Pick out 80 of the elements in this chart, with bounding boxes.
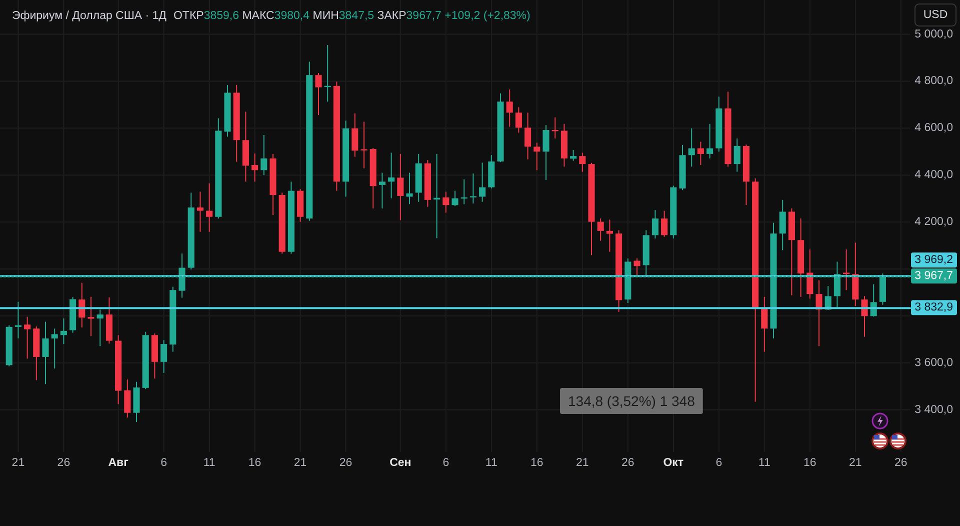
y-tick-label: 5 000,0 xyxy=(914,28,953,40)
candlestick xyxy=(124,378,131,418)
candlestick xyxy=(196,191,204,232)
candlestick xyxy=(51,328,58,369)
y-tick-label: 4 600,0 xyxy=(914,122,953,134)
ref-line-label: 3 967,7 xyxy=(914,270,953,282)
candlestick xyxy=(816,280,822,347)
x-tick-label: 21 xyxy=(12,457,25,469)
x-tick-label: 16 xyxy=(804,457,816,469)
candlestick xyxy=(542,124,550,180)
candlestick xyxy=(570,149,577,162)
candlestick xyxy=(96,309,104,347)
candlestick xyxy=(597,218,604,242)
candlestick xyxy=(24,316,31,360)
candlestick xyxy=(252,152,258,182)
candlestick xyxy=(661,210,668,238)
y-tick-label: 4 200,0 xyxy=(914,216,953,228)
candlestick xyxy=(806,248,814,300)
candlestick xyxy=(206,182,213,232)
candlestick xyxy=(434,153,440,239)
x-tick-label: 11 xyxy=(758,457,770,469)
candlestick xyxy=(506,88,513,128)
candlestick xyxy=(14,301,22,339)
x-tick-label: 16 xyxy=(530,457,544,469)
candlestick xyxy=(352,112,358,158)
y-tick-label: 4 800,0 xyxy=(914,75,953,88)
candlestick xyxy=(534,142,540,171)
candlestick xyxy=(42,321,49,385)
candlestick xyxy=(470,172,476,204)
x-tick-label: 6 xyxy=(442,457,450,469)
candlestick xyxy=(88,296,94,337)
x-tick-label: 16 xyxy=(248,457,262,469)
x-tick-label: 6 xyxy=(160,457,168,469)
x-tick-label: Сен xyxy=(390,457,412,469)
candlestick xyxy=(479,162,486,202)
ref-line-label: 3 969,2 xyxy=(914,254,953,266)
candlestick xyxy=(734,138,740,172)
x-tick-label: 26 xyxy=(622,457,634,469)
candlestick xyxy=(706,123,714,159)
candlestick xyxy=(260,134,268,176)
x-tick-label: 6 xyxy=(716,457,722,469)
x-tick-label: 21 xyxy=(294,457,307,469)
x-tick-label: Авг xyxy=(108,457,129,469)
text: ОТКР3859,6 МАКС3980,4 МИН3847,5 ЗАКР3967,7 +109,2 (+2,83%) xyxy=(173,10,530,22)
candlestick xyxy=(861,296,868,338)
candlestick xyxy=(60,318,67,345)
candlestick xyxy=(652,210,658,239)
candlestick xyxy=(160,340,168,374)
y-axis-title: USD xyxy=(923,9,948,21)
candlestick xyxy=(579,152,586,172)
x-tick-label: 26 xyxy=(339,457,352,469)
candlestick xyxy=(397,153,404,221)
candlestick xyxy=(843,248,850,291)
x-tick-label: 11 xyxy=(203,457,216,469)
candlestick xyxy=(634,258,640,276)
text: Эфириум / Доллар США · 1Д xyxy=(12,10,167,22)
candlestick xyxy=(697,141,704,166)
candlestick xyxy=(779,199,786,251)
x-tick-label: Окт xyxy=(663,457,684,469)
candlestick xyxy=(406,172,413,205)
x-tick-label: 11 xyxy=(485,457,498,469)
x-tick-label: 26 xyxy=(894,457,908,469)
x-tick-label: 21 xyxy=(849,457,862,469)
ref-line-label: 3 832,9 xyxy=(914,302,953,314)
annotation: 134,8 (3,52%) 1 348 xyxy=(568,393,696,409)
candlestick xyxy=(524,112,532,160)
y-tick-label: 3 600,0 xyxy=(914,356,953,369)
candlestick xyxy=(360,121,368,169)
candlestick xyxy=(688,128,695,168)
candlestick xyxy=(388,152,395,199)
x-tick-label: 26 xyxy=(57,457,70,469)
y-tick-label: 4 400,0 xyxy=(914,169,953,182)
candlestick xyxy=(442,191,450,214)
candlestick xyxy=(761,296,768,352)
candlestick xyxy=(515,106,522,134)
candlestick xyxy=(315,72,322,116)
y-tick-label: 3 400,0 xyxy=(914,404,953,416)
candlestick xyxy=(378,172,386,209)
x-tick-label: 21 xyxy=(576,457,589,469)
candlestick xyxy=(452,190,458,207)
